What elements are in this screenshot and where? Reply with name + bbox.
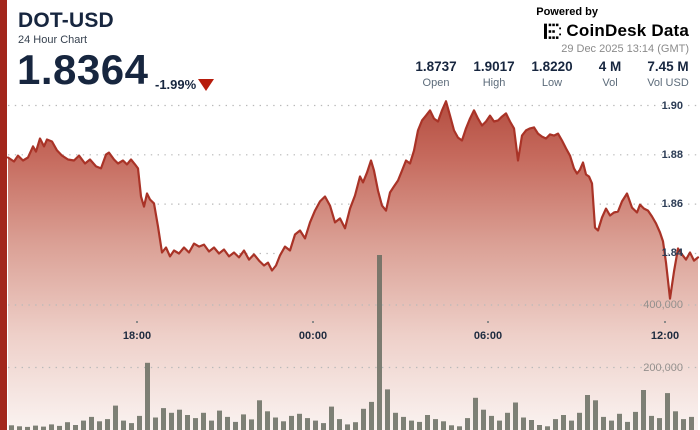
volume-usd-label: Vol USD (647, 77, 689, 89)
price-axis-label: 1.84 (661, 247, 683, 260)
high-value: 1.9017 (473, 59, 515, 74)
time-axis-label: 00:00 (298, 330, 328, 342)
quote-timestamp: 29 Dec 2025 13:14 (GMT) (561, 43, 689, 55)
volume-label: Vol (602, 77, 618, 89)
volume-axis-label: 200,000 (643, 361, 683, 374)
price-change-percent: -1.99% (155, 77, 197, 92)
chart-period-label: 24 Hour Chart (18, 34, 88, 46)
open-value: 1.8737 (415, 59, 457, 74)
current-price: 1.8364 (17, 46, 149, 93)
low-value: 1.8220 (531, 59, 573, 74)
low-label: Low (541, 77, 563, 89)
open-label: Open (422, 77, 450, 89)
stat-volume: 4 M Vol (588, 59, 632, 89)
time-axis-label: 06:00 (473, 330, 503, 342)
time-axis-label: 18:00 (122, 330, 152, 342)
left-accent-bar (0, 0, 7, 430)
coindesk-logo-icon (544, 23, 562, 39)
stat-volume-usd: 7.45 M Vol USD (646, 59, 690, 89)
stat-open: 1.8737 Open (414, 59, 458, 89)
down-arrow-icon (198, 79, 214, 91)
brand-name: CoinDesk Data (566, 21, 689, 40)
instrument-title: DOT-USD (18, 9, 114, 32)
time-axis-label: 12:00 (650, 330, 680, 342)
powered-by-label: Powered by (536, 6, 598, 18)
stat-low: 1.8220 Low (530, 59, 574, 89)
volume-axis-label: 400,000 (643, 299, 683, 311)
stat-high: 1.9017 High (472, 59, 516, 89)
price-axis-label: 1.90 (661, 99, 683, 112)
volume-usd-value: 7.45 M (647, 59, 689, 74)
price-axis-label: 1.88 (661, 148, 683, 161)
volume-value: 4 M (598, 59, 622, 74)
price-axis-label: 1.86 (661, 198, 683, 211)
high-label: High (482, 77, 506, 89)
brand-logo: CoinDesk Data (544, 21, 689, 41)
ohlc-stats-row: 1.8737 Open 1.9017 High 1.8220 Low 4 M V… (414, 59, 690, 89)
